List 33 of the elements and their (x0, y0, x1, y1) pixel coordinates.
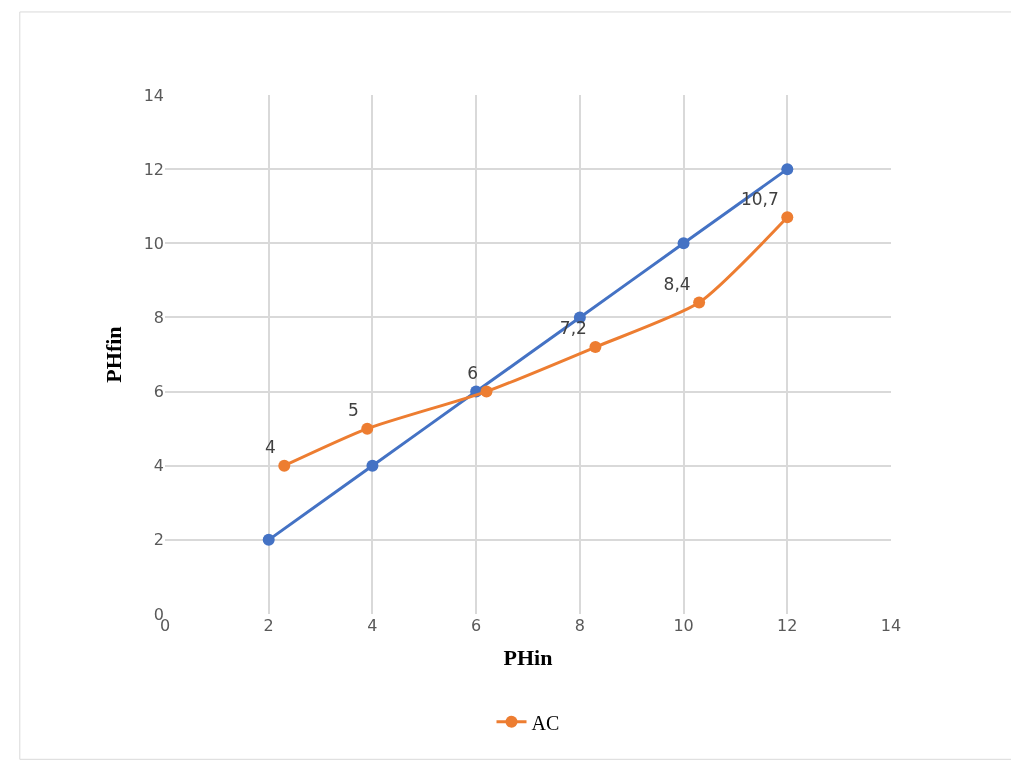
y-tick-label: 10 (143, 233, 164, 253)
x-tick-label: 4 (367, 616, 378, 635)
x-tick-label: 14 (880, 616, 902, 635)
data-label: 4 (264, 436, 276, 457)
data-label: 10,7 (740, 188, 779, 209)
point (278, 459, 291, 472)
data-label: 8,4 (663, 273, 691, 294)
data-label: 7,2 (559, 318, 587, 339)
data-label: 6 (467, 362, 479, 383)
x-tick-label: 12 (777, 616, 798, 635)
y-tick-label: 12 (143, 159, 164, 179)
point (781, 163, 794, 176)
x-tick-label: 10 (673, 616, 694, 635)
x-tick-label: 6 (471, 616, 482, 635)
y-tick-label: 14 (143, 85, 164, 105)
point (366, 459, 379, 472)
legend-label: AC (531, 711, 560, 734)
point (781, 211, 794, 224)
x-tick-label: 2 (263, 616, 274, 635)
y-tick-label: 6 (153, 382, 164, 402)
y-axis-title: PHfin (101, 326, 127, 383)
point (589, 341, 602, 354)
y-tick-label: 8 (153, 308, 164, 328)
point (361, 422, 374, 435)
point (677, 237, 690, 250)
point (693, 296, 706, 309)
x-axis-title: PHin (503, 644, 553, 670)
x-tick-label: 8 (574, 616, 585, 635)
point (262, 533, 275, 546)
point (480, 385, 493, 398)
y-tick-label: 4 (153, 456, 164, 476)
data-label: 5 (347, 399, 359, 420)
y-tick-label: 2 (153, 530, 164, 550)
